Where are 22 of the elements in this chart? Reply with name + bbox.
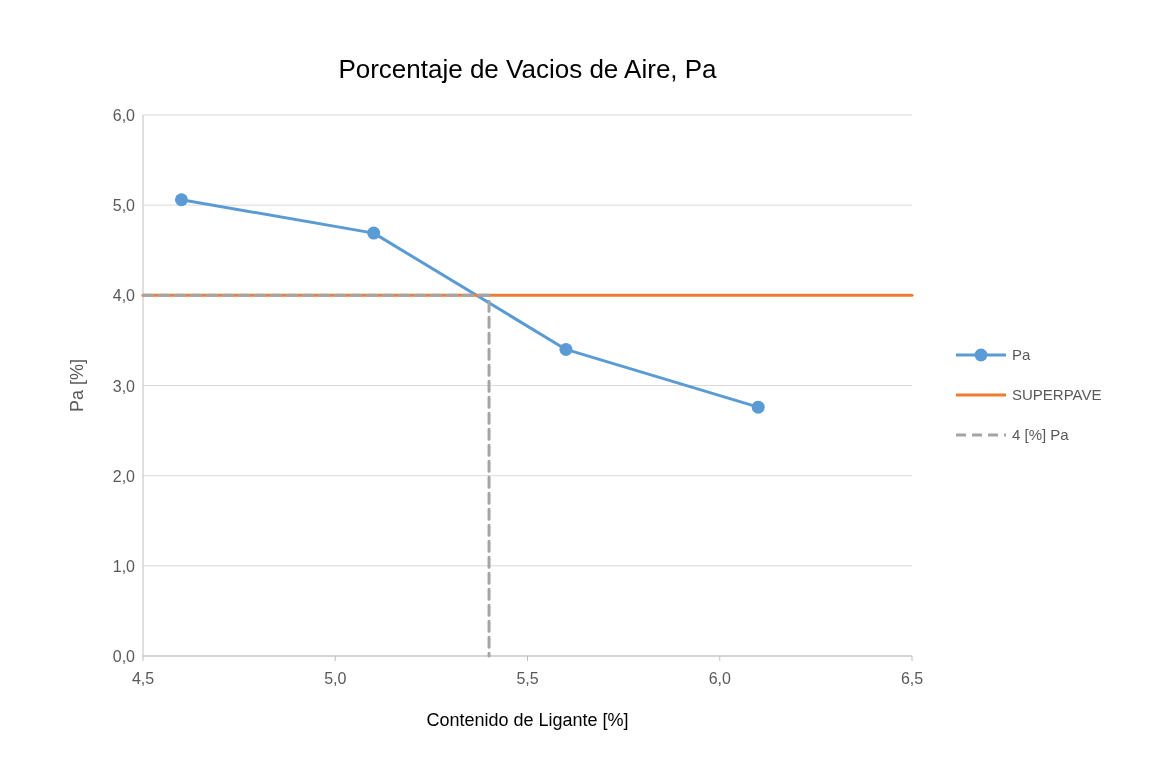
y-tick-label: 4,0: [112, 287, 136, 305]
legend-label: SUPERPAVE: [1012, 386, 1102, 403]
y-tick-label: 5,0: [112, 197, 136, 215]
point: [751, 400, 765, 414]
y-tick-label: 6,0: [112, 107, 136, 124]
point: [174, 193, 188, 207]
x-tick-label: 6,5: [900, 670, 924, 687]
y-tick-label: 3,0: [112, 377, 136, 395]
point: [559, 342, 573, 356]
legend-label: Pa: [1012, 346, 1031, 363]
x-tick-label: 5,5: [516, 670, 539, 687]
point: [367, 226, 381, 240]
legend-label: 4 [%] Pa: [1012, 426, 1070, 443]
y-tick-label: 0,0: [112, 648, 136, 665]
x-tick-label: 4,5: [131, 670, 155, 687]
y-tick-label: 2,0: [112, 467, 136, 485]
x-tick-label: 5,0: [324, 670, 347, 687]
x-tick-label: 6,0: [708, 670, 731, 687]
chart-title: Porcentaje de Vacios de Aire, Pa: [338, 54, 718, 84]
y-axis-title: Pa [%]: [67, 358, 87, 413]
x-axis-title: Contenido de Ligante [%]: [426, 710, 629, 730]
y-tick-label: 1,0: [112, 557, 136, 575]
